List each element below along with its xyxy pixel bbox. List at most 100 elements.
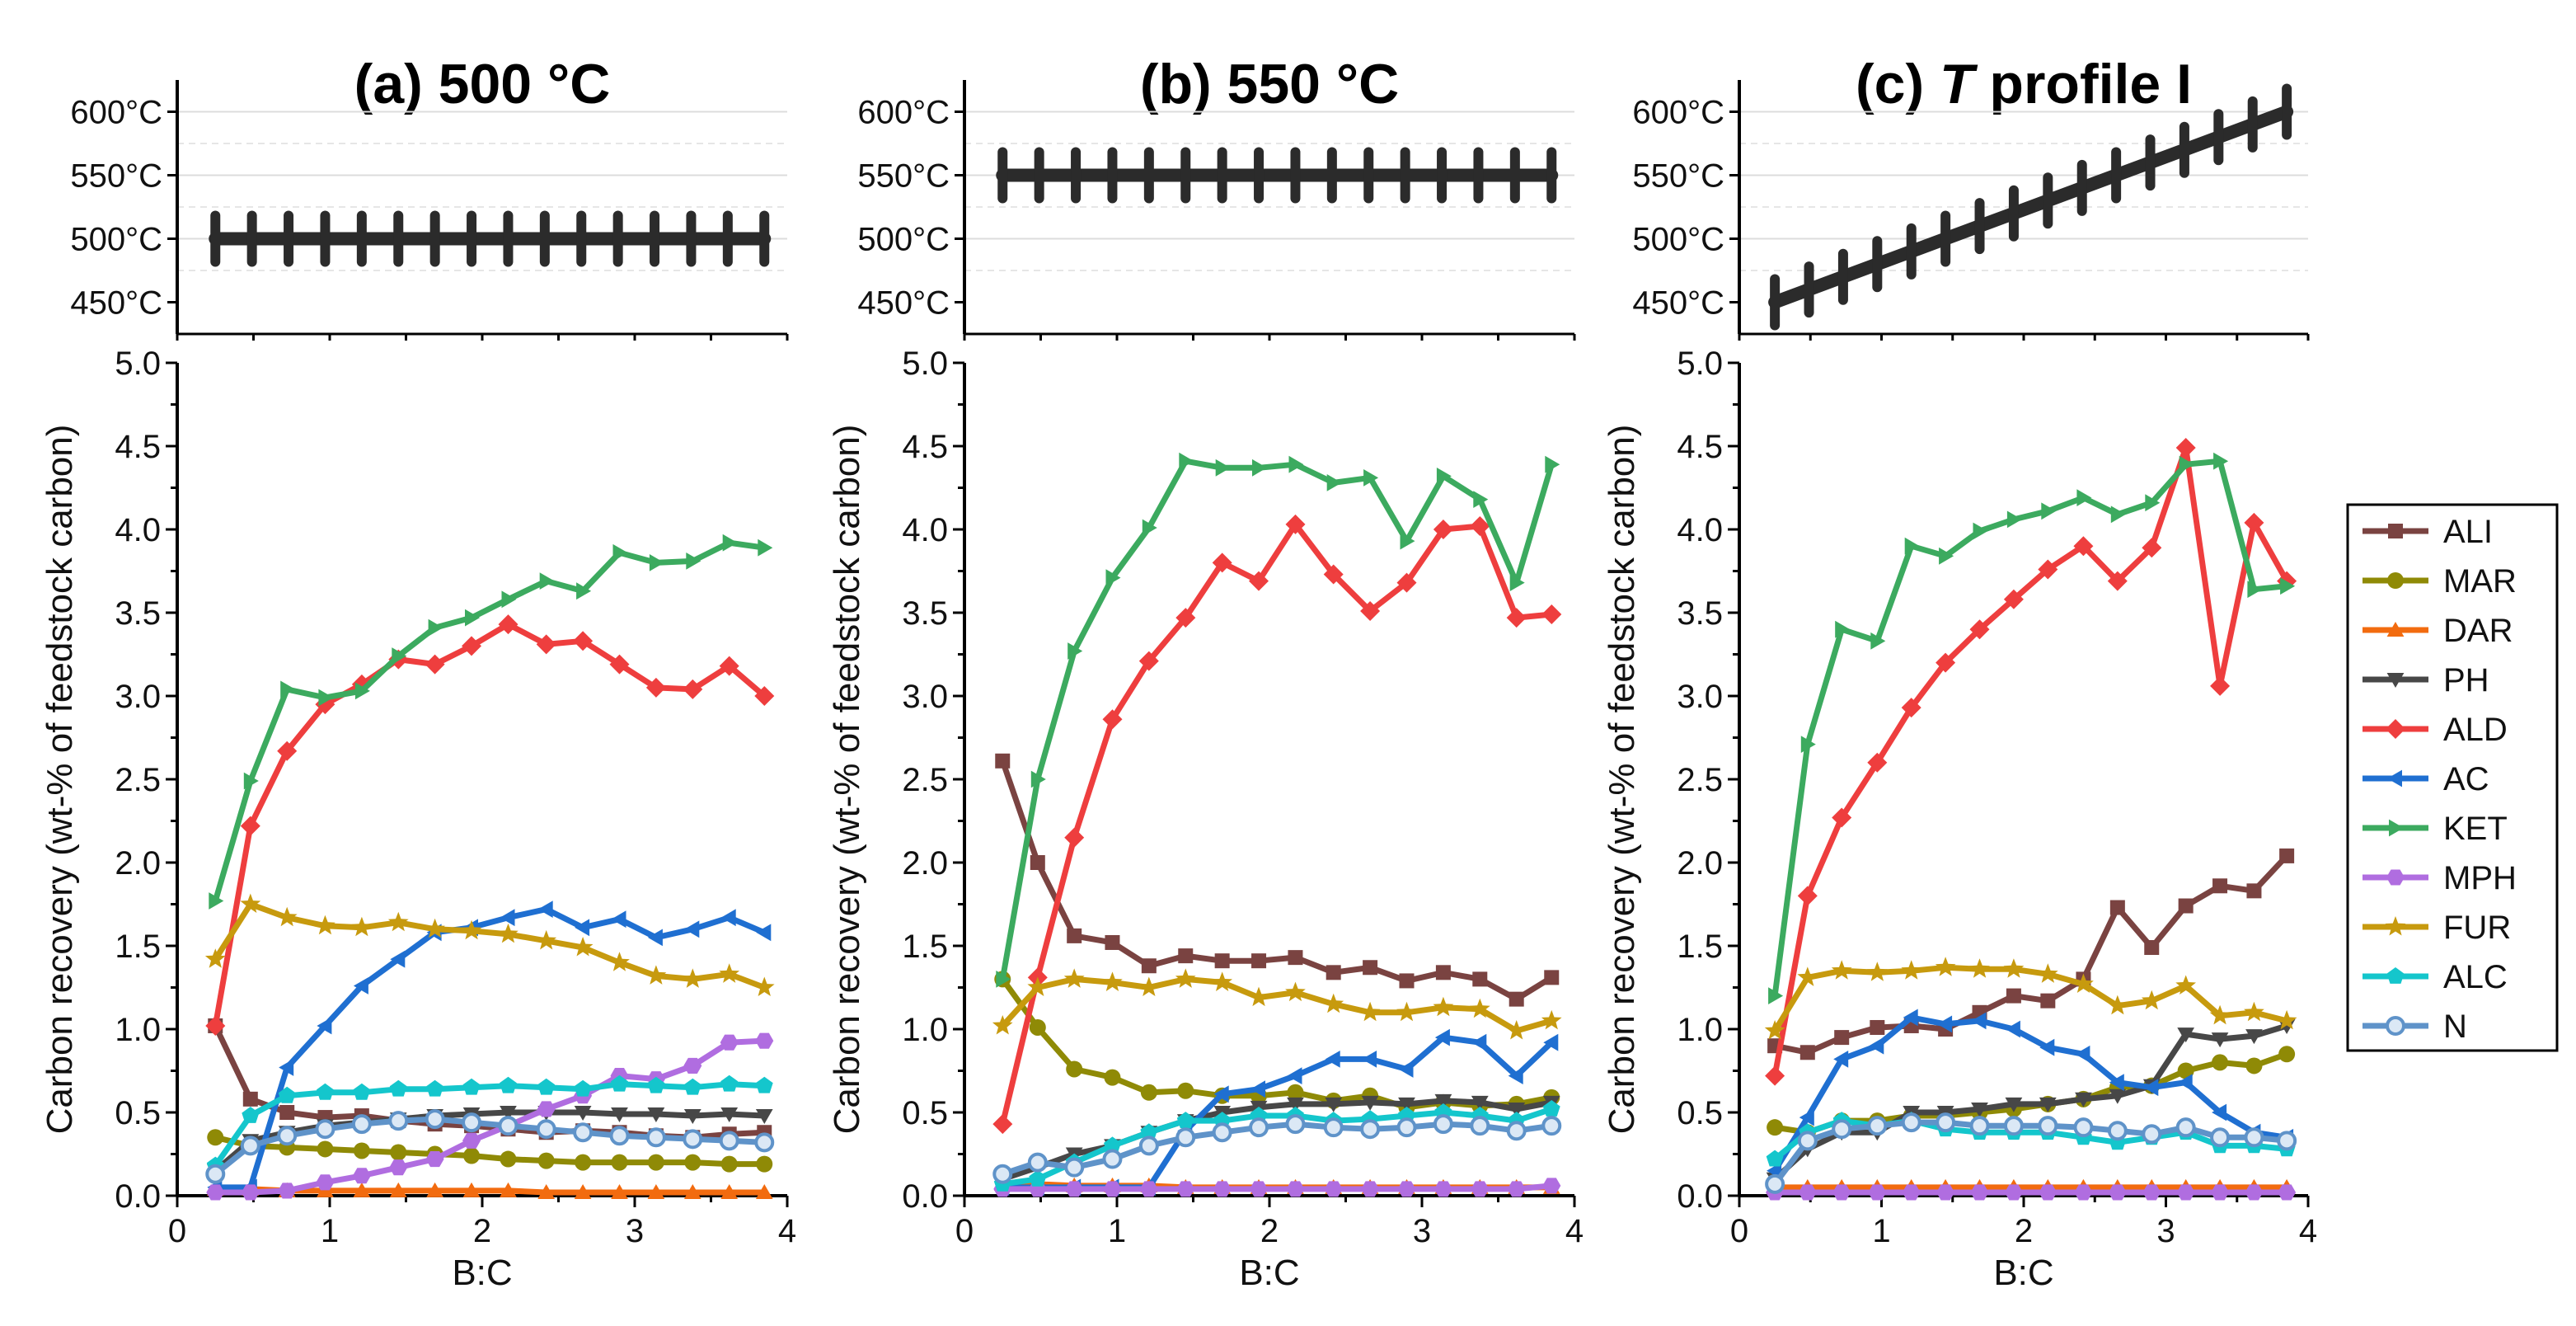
- data-point-fur: [387, 911, 409, 932]
- data-point-ac: [1799, 1108, 1814, 1126]
- data-point-ac: [611, 910, 626, 929]
- data-point-ald: [719, 656, 739, 676]
- x-tick-label: 4: [778, 1213, 796, 1249]
- data-point-mph: [1250, 1181, 1268, 1197]
- legend-item: DAR: [2363, 613, 2513, 649]
- temp-tick-label: 450°C: [70, 285, 162, 322]
- data-point-n: [2003, 1116, 2024, 1136]
- temp-tick-label: 550°C: [857, 158, 950, 195]
- data-point-ali: [2279, 848, 2295, 863]
- series-dar: [206, 1180, 773, 1199]
- data-point-mar: [1287, 1084, 1304, 1101]
- data-point-n: [1936, 1112, 1956, 1133]
- data-point-ald: [1064, 827, 1085, 848]
- data-point-n: [1832, 1119, 1852, 1140]
- data-point-mph: [1286, 1181, 1305, 1197]
- data-point-ket: [1252, 458, 1267, 477]
- series-fur: [1764, 957, 2297, 1040]
- data-point-mph: [206, 1184, 225, 1201]
- data-point-fur: [1212, 971, 1232, 991]
- y-tick-label: 4.5: [902, 429, 948, 465]
- data-point-ac: [2212, 1103, 2227, 1121]
- data-point-ali: [2212, 878, 2228, 894]
- y-axis-title: Carbon recovery (wt-% of feedstock carbo…: [40, 425, 80, 1135]
- data-point-ac: [317, 1017, 332, 1035]
- data-point-ac: [537, 900, 553, 918]
- data-point-ket: [1179, 452, 1194, 470]
- data-point-mph: [1832, 1184, 1851, 1201]
- data-point-ac: [1434, 1028, 1450, 1046]
- series-n: [992, 1114, 1562, 1184]
- data-point-n: [1212, 1122, 1232, 1143]
- data-point-ald: [1323, 564, 1344, 585]
- data-point-ac: [1543, 1033, 1559, 1051]
- series-mph: [1766, 1184, 2297, 1201]
- data-point-n: [1901, 1112, 1921, 1133]
- x-tick-label: 1: [321, 1213, 339, 1249]
- data-point-ald: [1901, 698, 1921, 718]
- data-point-ket: [539, 572, 555, 590]
- data-point-ald: [683, 679, 703, 699]
- panel-title-prefix: (a) 500 °C: [354, 53, 611, 115]
- legend-marker: [2389, 819, 2404, 837]
- y-tick-label: 3.5: [115, 595, 161, 632]
- data-point-n: [240, 1136, 260, 1156]
- data-point-fur: [992, 1015, 1013, 1035]
- data-point-mar: [2278, 1046, 2296, 1063]
- data-point-ac: [2075, 1045, 2090, 1063]
- data-point-fur: [425, 918, 445, 938]
- data-point-ali: [1870, 1019, 1885, 1035]
- data-point-ac: [1362, 1051, 1377, 1068]
- data-point-n: [1027, 1152, 1048, 1173]
- series-line-n: [1772, 1119, 2287, 1187]
- data-point-alc: [574, 1079, 592, 1097]
- panel-3: (c) T profile I 450°C 500°C 550°C 600°C 0.0 0.…: [1602, 53, 2317, 1293]
- data-point-n: [2142, 1124, 2162, 1145]
- y-tick-label: 0.5: [1677, 1095, 1723, 1131]
- data-point-ali: [1472, 971, 1488, 987]
- data-point-ket: [280, 680, 296, 698]
- y-tick-label: 1.0: [902, 1012, 948, 1048]
- data-point-fur: [1063, 968, 1085, 988]
- data-point-mph: [1433, 1181, 1452, 1197]
- y-tick-label: 2.5: [115, 762, 161, 798]
- data-point-ald: [2210, 675, 2231, 696]
- data-point-n: [1064, 1157, 1085, 1178]
- data-point-ald: [498, 614, 518, 635]
- temp-tick-label: 600°C: [1632, 95, 1724, 131]
- data-point-ali: [1399, 973, 1415, 989]
- legend-label: ALC: [2443, 959, 2508, 995]
- series-line-ald: [999, 521, 1552, 1125]
- data-point-mph: [1507, 1181, 1526, 1197]
- data-point-fur: [645, 965, 667, 985]
- panel-title: (b) 550 °C: [1140, 53, 1399, 115]
- legend-marker: [2387, 572, 2404, 589]
- data-point-n: [992, 1164, 1013, 1184]
- data-point-n: [1138, 1136, 1159, 1156]
- data-point-mph: [1139, 1181, 1158, 1197]
- data-point-ald: [1936, 652, 1956, 673]
- data-point-ald: [240, 816, 260, 836]
- data-point-dar: [611, 1184, 628, 1199]
- data-point-ket: [2213, 452, 2229, 470]
- data-point-ali: [279, 1105, 295, 1120]
- data-point-fur: [536, 929, 557, 950]
- data-point-ket: [209, 892, 224, 910]
- data-point-ph: [1508, 1103, 1526, 1117]
- temp-tick-label: 550°C: [1632, 158, 1724, 195]
- series-line-fur: [1000, 976, 1553, 1034]
- series-line-mph: [215, 1037, 765, 1196]
- data-point-ph: [720, 1107, 739, 1122]
- legend-item: AC: [2363, 761, 2489, 797]
- y-tick-label: 3.5: [1677, 595, 1723, 632]
- data-point-n: [719, 1131, 739, 1151]
- data-point-ac: [720, 909, 736, 927]
- data-point-ac: [647, 929, 663, 947]
- data-point-n: [1969, 1116, 1990, 1136]
- data-point-ket: [1473, 491, 1489, 508]
- data-point-ket: [243, 772, 259, 790]
- x-tick-label: 2: [2015, 1213, 2033, 1249]
- data-point-fur: [682, 968, 703, 988]
- temp-tick-label: 500°C: [857, 222, 950, 258]
- data-point-fur: [1935, 957, 1956, 976]
